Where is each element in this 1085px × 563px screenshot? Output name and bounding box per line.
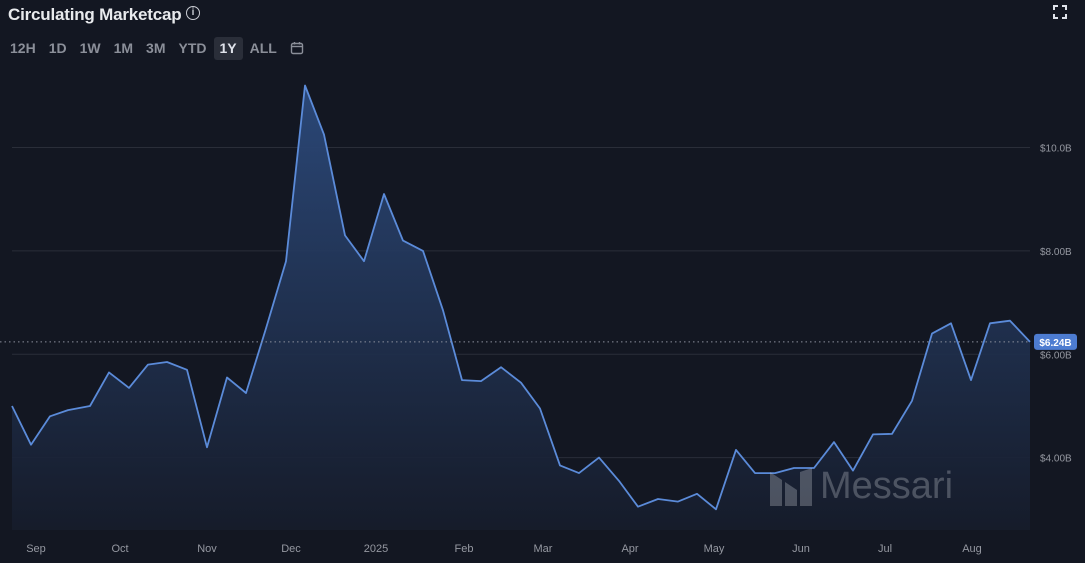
- line-layer: [11, 84, 1031, 511]
- x-tick-label: May: [704, 543, 725, 555]
- current-value-layer: $6.24B: [0, 333, 1077, 350]
- y-tick-label: $10.0B: [1040, 144, 1072, 155]
- x-tick-label: Dec: [281, 543, 301, 555]
- messari-logo-icon: [770, 467, 812, 506]
- x-tick-label: Jul: [878, 543, 892, 555]
- current-value-badge: [1034, 333, 1077, 350]
- x-tick-label: 2025: [364, 543, 388, 555]
- range-3m-button[interactable]: 3M: [146, 40, 166, 56]
- x-tick-label: Jun: [792, 543, 810, 555]
- y-axis: $4.00B $6.00B $8.00B $10.0B: [1040, 144, 1072, 465]
- x-tick-label: Nov: [197, 543, 217, 555]
- x-tick-label: Aug: [962, 543, 982, 555]
- calendar-icon[interactable]: [290, 41, 304, 55]
- time-range-selector: 12H 1D 1W 1M 3M YTD 1Y ALL: [4, 37, 304, 61]
- y-tick-label: $8.00B: [1040, 247, 1072, 258]
- chart-title: Circulating Marketcap: [8, 5, 182, 24]
- area-layer: [12, 85, 1030, 530]
- series-line[interactable]: [11, 84, 1031, 511]
- x-tick-label: Oct: [111, 543, 128, 555]
- range-1w-button[interactable]: 1W: [79, 40, 101, 56]
- y-tick-label: $4.00B: [1040, 454, 1072, 465]
- x-tick-label: Feb: [455, 543, 474, 555]
- y-tick-label: $6.00B: [1040, 350, 1072, 361]
- range-all-button[interactable]: ALL: [249, 40, 277, 56]
- info-icon[interactable]: i: [186, 6, 200, 20]
- fullscreen-icon[interactable]: [1053, 5, 1067, 19]
- x-tick-label: Mar: [534, 543, 553, 555]
- range-1d-button[interactable]: 1D: [48, 40, 67, 56]
- range-1y-button[interactable]: 1Y: [213, 37, 243, 60]
- messari-watermark: Messari: [770, 465, 953, 508]
- range-12h-button[interactable]: 12H: [10, 40, 36, 56]
- current-value-label: $6.24B: [1039, 338, 1071, 349]
- watermark-text: Messari: [820, 465, 954, 507]
- range-ytd-button[interactable]: YTD: [178, 40, 207, 56]
- series-area: [12, 85, 1030, 530]
- x-tick-label: Sep: [26, 543, 46, 555]
- x-tick-label: Apr: [621, 543, 638, 555]
- x-axis: Sep Oct Nov Dec 2025 Feb Mar Apr May Jun Jul Aug: [26, 543, 982, 555]
- range-1m-button[interactable]: 1M: [113, 40, 134, 56]
- chart-header: Circulating Marketcap i: [0, 0, 1085, 30]
